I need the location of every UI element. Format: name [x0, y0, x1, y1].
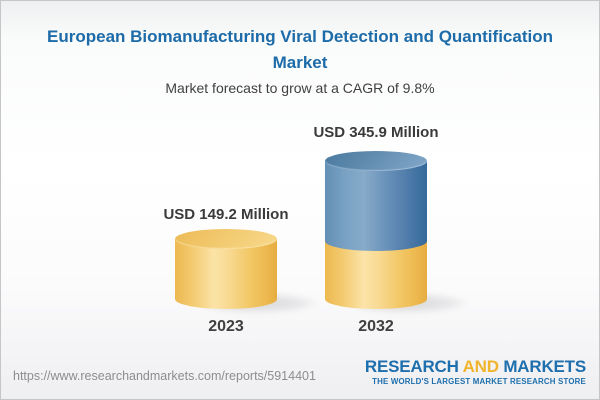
logo-word-markets: MARKETS [498, 357, 586, 376]
page-subtitle: Market forecast to grow at a CAGR of 9.8… [165, 80, 435, 96]
value-label-2023: USD 149.2 Million [163, 206, 289, 223]
bar-2032-base-segment [325, 241, 427, 309]
x-axis-label-2023: 2023 [208, 318, 244, 335]
report-url-link[interactable]: https://www.researchandmarkets.com/repor… [13, 369, 316, 383]
x-axis-label-2032: 2032 [358, 318, 394, 335]
bar-2032-growth-segment [325, 161, 427, 251]
logo-tagline: THE WORLD'S LARGEST MARKET RESEARCH STOR… [372, 377, 586, 386]
bar-2023-cylinder-top [175, 229, 277, 249]
logo-word-and: AND [462, 357, 499, 376]
page-title: European Biomanufacturing Viral Detectio… [47, 27, 553, 72]
bar-2023-gold-cylinder [175, 239, 277, 309]
bar-2032-cylinder-top [325, 151, 427, 171]
logo-wordmark: RESEARCH AND MARKETS [365, 358, 586, 375]
logo-word-research: RESEARCH [364, 357, 463, 376]
research-and-markets-logo: RESEARCH AND MARKETS THE WORLD'S LARGEST… [365, 358, 586, 386]
value-label-2032: USD 345.9 Million [313, 124, 439, 141]
